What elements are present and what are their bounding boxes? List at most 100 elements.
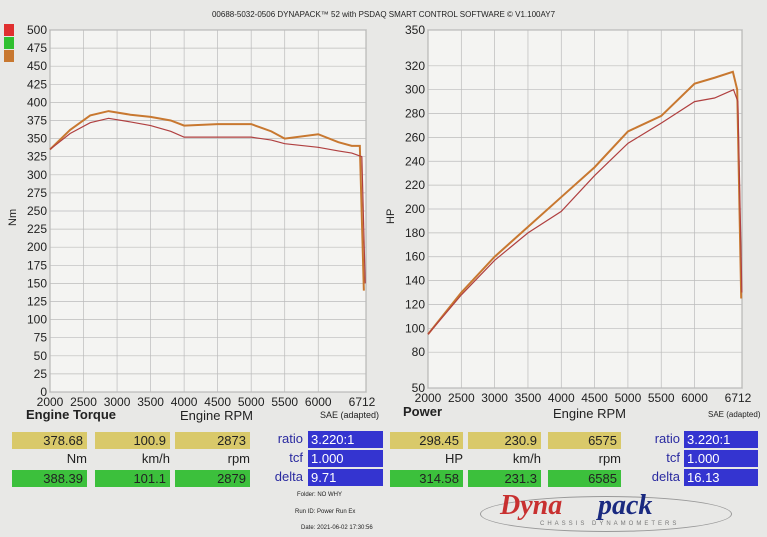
y-tick-label: 425	[27, 77, 47, 91]
power-unit-2: rpm	[598, 451, 621, 466]
y-tick-label: 200	[27, 240, 47, 254]
y-tick-label: 180	[405, 226, 425, 240]
y-tick-label: 260	[405, 130, 425, 144]
power-xlabel: Engine RPM	[553, 406, 626, 421]
y-tick-label: 50	[412, 381, 426, 395]
torque-delta-label: delta	[274, 469, 303, 484]
y-axis-label: HP	[385, 209, 397, 224]
x-tick-label: 6000	[681, 391, 708, 405]
torque-current-0: 378.68	[12, 432, 87, 449]
torque-title: Engine Torque	[26, 407, 117, 422]
torque-xlabel: Engine RPM	[180, 408, 253, 423]
torque-peak-1: 101.1	[95, 470, 170, 487]
y-tick-label: 400	[27, 95, 47, 109]
dynapack-logo: Dyna pack CHASSIS DYNAMOMETERS	[480, 490, 740, 535]
folder-info: Folder: NO WHY	[297, 492, 343, 498]
x-tick-label: 5500	[271, 395, 298, 409]
y-tick-label: 175	[27, 258, 47, 272]
y-tick-label: 240	[405, 154, 425, 168]
x-tick-label: 4000	[171, 395, 198, 409]
y-tick-label: 140	[405, 274, 425, 288]
legend-swatch-orange[interactable]	[4, 50, 14, 62]
x-tick-label: 6712	[725, 391, 752, 405]
dyno-charts: 0 25 50 75 100 125 150 175 200 225 250 275 300 325 350…	[7, 23, 752, 409]
date-info: Date: 2021-06-02 17:30:56	[301, 525, 373, 531]
x-tick-label: 3500	[515, 391, 542, 405]
y-tick-label: 225	[27, 222, 47, 236]
x-tick-label: 4500	[204, 395, 231, 409]
torque-current-2: 2873	[175, 432, 250, 449]
y-tick-label: 220	[405, 178, 425, 192]
y-tick-label: 50	[34, 349, 48, 363]
x-tick-label: 5000	[238, 395, 265, 409]
y-tick-label: 275	[27, 186, 47, 200]
y-tick-label: 75	[34, 331, 48, 345]
legend-swatch-red[interactable]	[4, 24, 14, 36]
y-tick-label: 160	[405, 250, 425, 264]
y-tick-label: 150	[27, 276, 47, 290]
y-tick-label: 475	[27, 41, 47, 55]
x-tick-label: 2500	[448, 391, 475, 405]
logo-sub: CHASSIS DYNAMOMETERS	[540, 521, 680, 527]
torque-unit-1: km/h	[141, 451, 170, 466]
torque-unit-0: Nm	[66, 451, 87, 466]
torque-tcf-label: tcf	[289, 450, 303, 465]
power-peak-0: 314.58	[390, 470, 463, 487]
x-tick-label: 3000	[481, 391, 508, 405]
y-tick-label: 25	[34, 367, 48, 381]
torque-peak-0: 388.39	[12, 470, 87, 487]
x-tick-label: 5000	[615, 391, 642, 405]
x-tick-label: 6712	[349, 395, 376, 409]
series-line-1	[427, 88, 743, 335]
power-note: SAE (adapted)	[708, 410, 761, 419]
y-tick-label: 300	[27, 168, 47, 182]
x-tick-label: 2500	[70, 395, 97, 409]
y-tick-label: 320	[405, 59, 425, 73]
x-tick-label: 4000	[548, 391, 575, 405]
torque-note: SAE (adapted)	[320, 410, 380, 420]
y-tick-label: 0	[40, 385, 47, 399]
power-delta-value: 16.13	[684, 469, 758, 486]
y-tick-label: 125	[27, 295, 47, 309]
y-tick-label: 100	[27, 313, 47, 327]
y-tick-label: 500	[27, 23, 47, 37]
x-tick-label: 2000	[415, 391, 442, 405]
y-tick-label: 450	[27, 59, 47, 73]
y-tick-label: 350	[27, 132, 47, 146]
power-current-2: 6575	[548, 432, 621, 449]
y-tick-label: 375	[27, 114, 47, 128]
legend-swatch-green[interactable]	[4, 37, 14, 49]
power-delta-label: delta	[651, 469, 680, 484]
y-tick-label: 300	[405, 83, 425, 97]
torque-peak-2: 2879	[175, 470, 250, 487]
power-unit-1: km/h	[512, 451, 541, 466]
y-tick-label: 325	[27, 150, 47, 164]
logo-text-1: Dyna	[500, 490, 563, 521]
series-line-0	[427, 70, 743, 335]
power-tcf-label: tcf	[666, 450, 680, 465]
x-tick-label: 5500	[648, 391, 675, 405]
x-tick-label: 3000	[104, 395, 131, 409]
y-tick-label: 80	[412, 345, 426, 359]
power-peak-2: 6585	[548, 470, 621, 487]
y-tick-label: 250	[27, 204, 47, 218]
torque-ratio-value: 3.220:1	[308, 431, 383, 448]
logo-text-2: pack	[598, 490, 653, 521]
y-axis-label: Nm	[7, 209, 19, 226]
y-tick-label: 120	[405, 297, 425, 311]
header-title: 00688-5032-0506 DYNAPACK™ 52 with PSDAQ …	[211, 10, 556, 19]
power-peak-1: 231.3	[468, 470, 541, 487]
x-tick-label: 2000	[37, 395, 64, 409]
y-tick-label: 200	[405, 202, 425, 216]
torque-tcf-value: 1.000	[308, 450, 383, 467]
x-tick-label: 4500	[581, 391, 608, 405]
power-current-1: 230.9	[468, 432, 541, 449]
power-current-0: 298.45	[390, 432, 463, 449]
y-tick-label: 100	[405, 321, 425, 335]
run-id-info: Run ID: Power Run Ex	[295, 509, 356, 515]
torque-delta-value: 9.71	[308, 469, 383, 486]
power-ratio-label: ratio	[654, 431, 680, 446]
series-line-0	[49, 110, 365, 291]
torque-unit-2: rpm	[227, 451, 250, 466]
torque-current-1: 100.9	[95, 432, 170, 449]
